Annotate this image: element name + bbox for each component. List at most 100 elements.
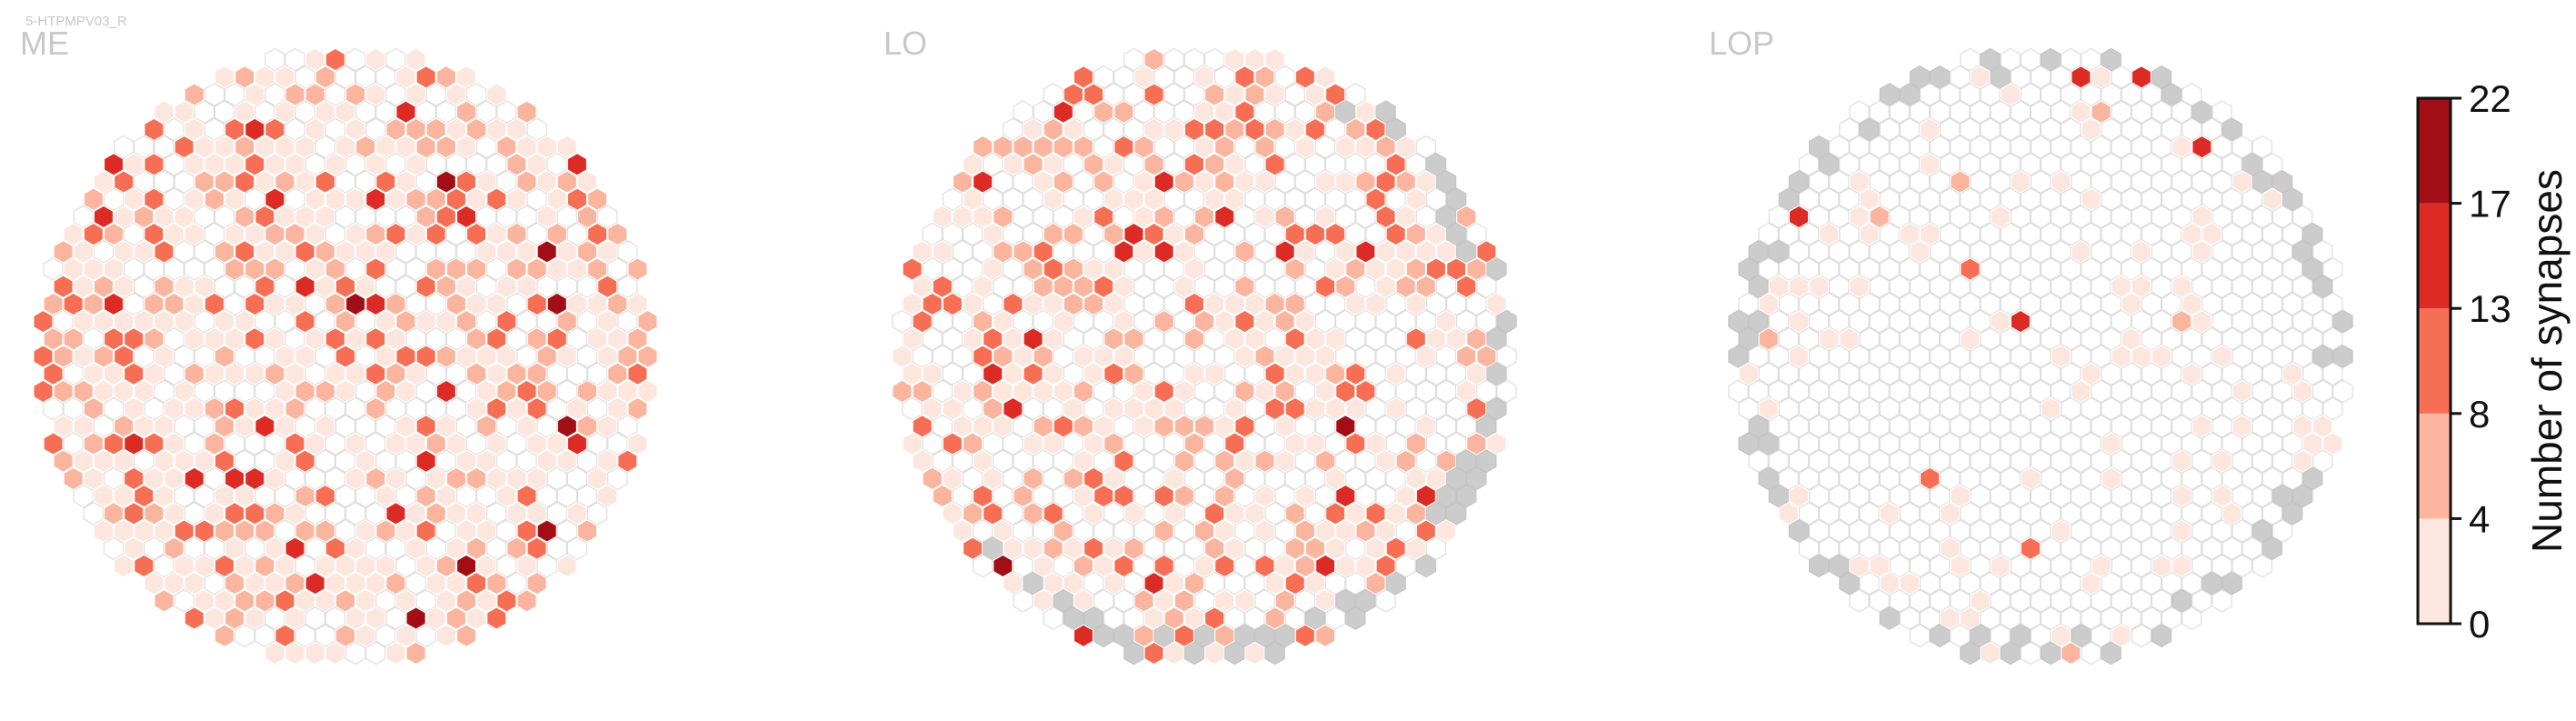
hex-cell (1930, 624, 1951, 648)
hex-cell (1324, 292, 1346, 316)
hex-cell (1889, 239, 1910, 264)
hex-cell (395, 135, 416, 159)
hex-cell (1093, 275, 1114, 299)
hex-cell (1264, 292, 1285, 316)
hex-cell (324, 432, 346, 456)
hex-cell (1819, 362, 1840, 386)
hex-cell (2101, 362, 2122, 386)
hex-cell (134, 379, 155, 404)
hex-cell (1254, 414, 1275, 438)
hex-cell (1960, 83, 1981, 106)
hex-cell (1093, 309, 1114, 334)
hex-cell (174, 309, 195, 334)
hex-cell (2141, 187, 2162, 212)
hex-cell (1073, 379, 1094, 404)
hex-cell (1254, 345, 1275, 368)
hex-cell (2222, 257, 2242, 281)
hex-cell (506, 292, 527, 316)
hex-cell (1970, 205, 1991, 229)
hex-cell (1043, 117, 1063, 142)
hex-cell (973, 345, 993, 368)
hex-cell (1415, 135, 1436, 159)
hex-cell (1950, 135, 1971, 159)
hex-cell (1304, 396, 1326, 421)
hex-cell (1043, 536, 1063, 561)
hex-cell (1153, 449, 1174, 474)
hex-cell (516, 379, 537, 404)
hex-cell (1294, 449, 1315, 474)
hex-cell (235, 554, 255, 578)
hex-cell (344, 222, 366, 246)
hex-cell (154, 275, 175, 299)
hex-cell (576, 379, 598, 404)
hex-cell (1033, 309, 1053, 334)
hex-cell (993, 170, 1013, 194)
hex-cell (902, 396, 923, 421)
hex-cell (1859, 571, 1880, 596)
hex-cell (2261, 187, 2283, 212)
hex-cell (2332, 379, 2353, 404)
hex-cell (486, 117, 507, 142)
hex-cell (1083, 83, 1104, 106)
hex-cell (2030, 588, 2052, 613)
hex-cell (204, 396, 225, 421)
hex-cell (1859, 292, 1880, 316)
hex-cell (405, 292, 426, 316)
hex-cell (1093, 379, 1114, 404)
hex-cell (2302, 292, 2323, 316)
hex-cell (2151, 379, 2172, 404)
hex-cell (1173, 309, 1194, 334)
hex-cell (455, 170, 477, 194)
hex-cell (932, 275, 953, 299)
hex-cell (2101, 536, 2122, 561)
hex-cell (2111, 414, 2132, 438)
hex-cell (496, 379, 517, 404)
hex-cell (2202, 501, 2222, 526)
hex-cell (194, 379, 215, 404)
hex-cell (2010, 449, 2031, 474)
hex-cell (2040, 257, 2062, 281)
hex-cell (1063, 222, 1084, 246)
hex-cell (1203, 501, 1225, 526)
hex-cell (1809, 275, 1830, 299)
hex-cell (1203, 117, 1225, 142)
hex-cell (1244, 83, 1265, 106)
hex-cell (1193, 135, 1215, 159)
hex-cell (506, 466, 527, 491)
hex-cell (1345, 362, 1366, 386)
hex-cell (1375, 449, 1396, 474)
hex-cell (375, 100, 396, 125)
hex-cell (536, 170, 557, 194)
hex-cell (627, 432, 648, 456)
hex-cell (1869, 345, 1890, 368)
hex-cell (1768, 239, 1789, 264)
hex-cell (184, 326, 205, 351)
hex-cell (1778, 257, 1799, 281)
hex-cell (1970, 484, 1991, 508)
hex-cell (194, 135, 215, 159)
hex-cell (1970, 100, 1991, 125)
hex-cell (1758, 292, 1779, 316)
hex-cell (435, 624, 456, 648)
hex-cell (1425, 326, 1447, 351)
hex-cell (2232, 414, 2252, 438)
hex-cell (1063, 257, 1084, 281)
hex-cell (1224, 83, 1245, 106)
hex-cell (334, 170, 356, 194)
hex-cell (2292, 309, 2313, 334)
hex-cell (942, 466, 963, 491)
hex-cell (2271, 205, 2293, 229)
hex-cell (2111, 554, 2132, 578)
hex-cell (73, 484, 94, 508)
hex-cell (1063, 187, 1084, 212)
hex-cell (607, 257, 628, 281)
hex-cell (2151, 205, 2172, 229)
hex-cell (1849, 588, 1870, 613)
hex-cell (395, 519, 416, 543)
hex-cell (1013, 379, 1033, 404)
hex-cell (385, 536, 406, 561)
hex-cell (395, 484, 416, 508)
hex-cell (1043, 396, 1063, 421)
hex-cell (1053, 484, 1073, 508)
hex-cell (425, 432, 446, 456)
